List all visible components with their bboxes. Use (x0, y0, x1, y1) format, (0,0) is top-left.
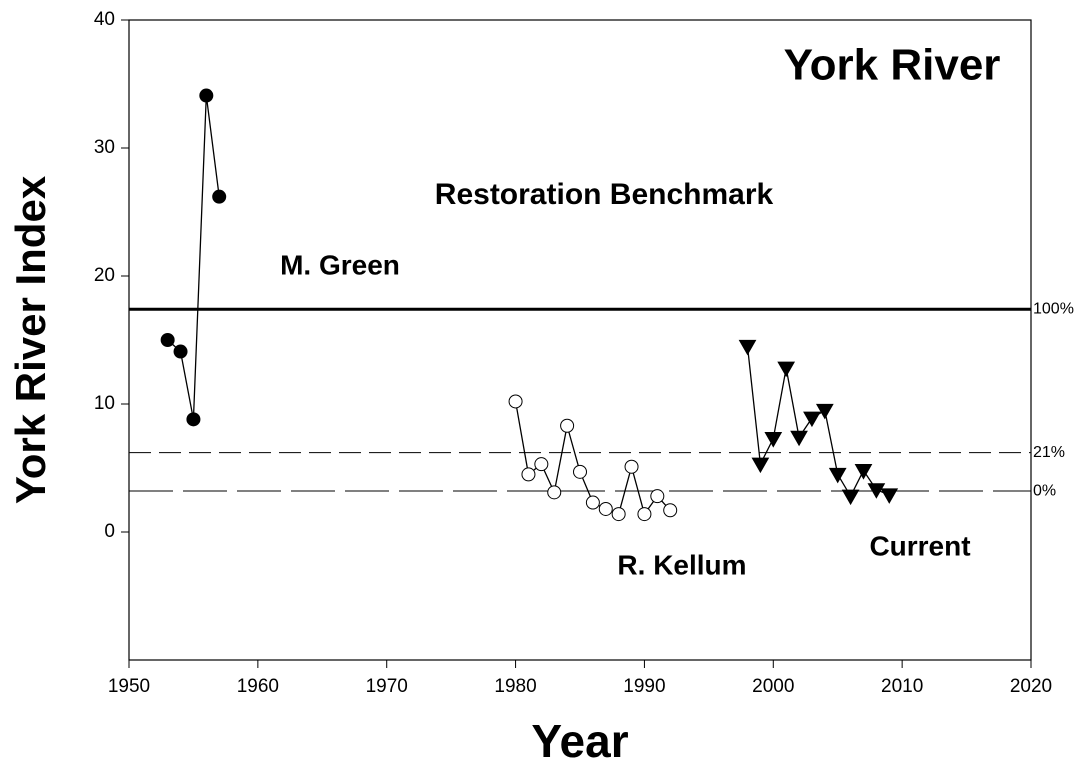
x-tick-label: 2020 (1010, 676, 1052, 697)
chart-title: York River (784, 41, 1001, 90)
point (880, 488, 899, 504)
point (650, 489, 665, 504)
reference-label: 0% (1033, 482, 1056, 499)
point (173, 344, 188, 359)
point (738, 339, 757, 356)
y-tick-label: 30 (94, 137, 115, 158)
y-tick-label: 40 (94, 9, 115, 30)
point (160, 333, 175, 347)
point (508, 394, 523, 409)
point (585, 495, 600, 510)
y-axis-title: York River Index (7, 175, 54, 504)
point (598, 501, 613, 516)
reference-label: 21% (1033, 444, 1065, 461)
plot-frame (128, 19, 1032, 661)
point (611, 507, 626, 522)
point (637, 507, 652, 522)
point (547, 485, 562, 500)
x-tick-label: 1950 (108, 676, 150, 697)
point (624, 459, 639, 474)
point (777, 361, 796, 378)
annotation: Current (869, 530, 970, 561)
annotation: M. Green (280, 249, 400, 280)
x-tick-label: 2010 (881, 676, 923, 697)
y-tick-label: 0 (104, 521, 115, 542)
point (867, 483, 886, 499)
y-tick-label: 20 (94, 265, 115, 286)
point (803, 411, 821, 428)
point (751, 457, 770, 474)
y-tick-label: 10 (94, 393, 115, 414)
x-axis-title: Year (531, 715, 628, 767)
point (521, 467, 536, 482)
x-tick-label: 1960 (237, 676, 279, 697)
point (828, 467, 847, 484)
point (663, 503, 678, 518)
point (199, 88, 214, 103)
point (186, 412, 201, 427)
point (841, 489, 860, 506)
annotation: Restoration Benchmark (435, 178, 774, 211)
x-tick-label: 1970 (366, 676, 408, 697)
series-line (746, 346, 890, 498)
reference-label: 100% (1033, 300, 1074, 317)
series-line (167, 95, 220, 420)
point (815, 403, 834, 420)
x-tick-label: 1990 (623, 676, 665, 697)
annotation: R. Kellum (617, 549, 746, 580)
x-tick-label: 1980 (494, 676, 536, 697)
point (764, 432, 783, 448)
point (560, 418, 575, 433)
point (790, 430, 808, 447)
x-tick-label: 2000 (752, 676, 794, 697)
point (854, 464, 873, 480)
point (534, 457, 549, 472)
point (212, 189, 227, 204)
point (573, 464, 587, 479)
